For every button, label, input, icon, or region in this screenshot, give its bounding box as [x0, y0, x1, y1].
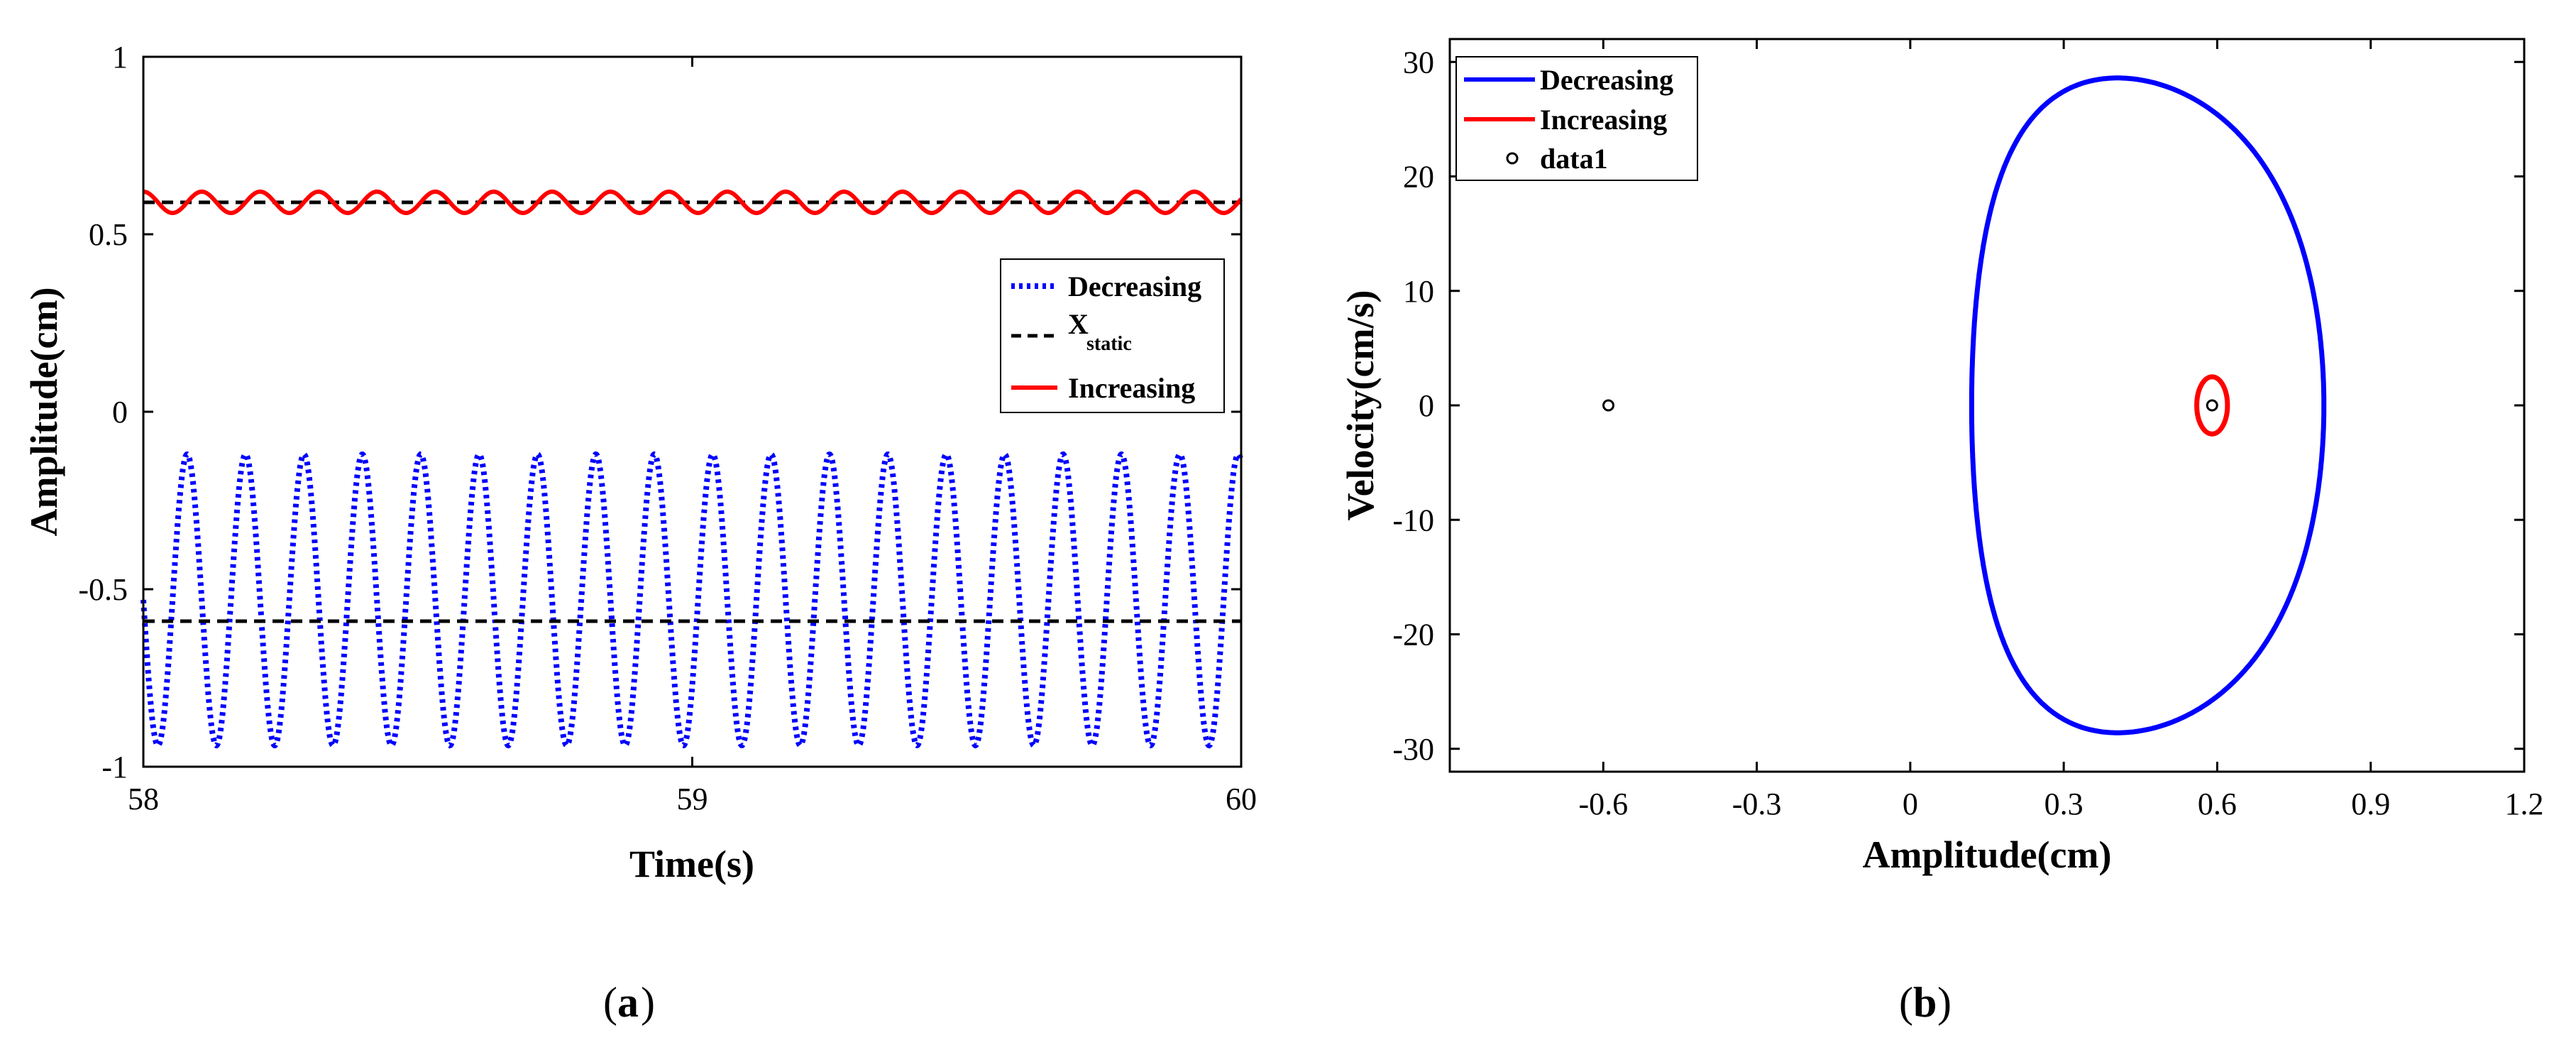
- caption-b-open: (: [1899, 979, 1913, 1026]
- panel-b-ylabel: Velocity(cm/s): [1339, 290, 1382, 521]
- panel-a-xlabel: Time(s): [629, 843, 754, 885]
- legend-label-x-static: X: [1068, 308, 1089, 340]
- panel-b-xtick-label: 1.2: [2505, 787, 2544, 821]
- panel-a-ylabel: Amplitude(cm): [23, 288, 65, 537]
- panel-b-ytick-label: 30: [1403, 45, 1434, 80]
- panel-a: 58 59 60-1-0.500.51 Time(s) Amplitude(cm) …: [23, 40, 1257, 885]
- panel-a-ticks: 58 59 60 -1 -0.5 0 0.5 1: [78, 40, 1257, 816]
- legend-label-x-static-subscript: static: [1086, 333, 1132, 355]
- panel-a-series-increasing: [143, 190, 1243, 215]
- legend-label-data1: data1: [1540, 143, 1608, 175]
- panel-a-ytick-label: 1: [112, 40, 128, 75]
- panel-b-ytick-label: -20: [1392, 618, 1434, 652]
- panel-b-point-data1: [1602, 399, 1614, 412]
- panel-a-xtick-label: 60: [1226, 782, 1257, 816]
- panel-b-ytick-label: 0: [1419, 388, 1434, 423]
- panel-a-ytick-label: -0.5: [78, 572, 128, 607]
- panel-a-ytick-label: 0.5: [89, 217, 128, 252]
- caption-a-close: ): [641, 979, 655, 1026]
- panel-a-caption: ( a ): [603, 979, 655, 1026]
- panel-a-ytick-label: 0: [112, 395, 128, 430]
- panel-b-xlabel: Amplitude(cm): [1863, 833, 2112, 876]
- legend-swatch-data1: [1506, 152, 1519, 165]
- panel-b-legend: Decreasing Increasing data1: [1455, 56, 1698, 181]
- legend-label-decreasing: Decreasing: [1068, 270, 1201, 302]
- panel-a-series: [141, 190, 1244, 749]
- panel-b-series: [1602, 75, 2327, 735]
- panel-b-series-increasing: [2194, 374, 2230, 437]
- panel-b-xtick-label: 0.3: [2044, 787, 2084, 821]
- panel-b-caption: ( b ): [1899, 979, 1952, 1026]
- panel-b-series-decreasing: [1969, 75, 2327, 735]
- caption-b-close: ): [1937, 979, 1952, 1026]
- panel-b-xtick-label: -0.6: [1578, 787, 1628, 821]
- legend-label-increasing-b: Increasing: [1540, 104, 1667, 136]
- legend-label-increasing: Increasing: [1068, 372, 1195, 404]
- panel-b-ticks: -0.6 -0.3 0 0.3 0.6 0.9 1.2 -30 -20 -10 0 10 20 30: [1392, 39, 2544, 821]
- panel-b-xtick-label: -0.3: [1732, 787, 1782, 821]
- caption-b-letter: b: [1913, 979, 1937, 1026]
- caption-a-open: (: [603, 979, 617, 1026]
- panel-b-ytick-label: -30: [1392, 732, 1434, 767]
- panel-b-xtick-label: 0.9: [2351, 787, 2390, 821]
- panel-b-xtick-label: 0: [1903, 787, 1918, 821]
- panel-b: -0.6 -0.3 0 0.3 0.6 0.9 1.2 -30 -20 -10 0 10 20 30 Am…: [1339, 38, 2544, 876]
- panel-b-ytick-label: 10: [1403, 274, 1434, 309]
- panel-b-ytick-label: -10: [1392, 503, 1434, 537]
- panel-a-ytick-label: -1: [101, 750, 128, 784]
- legend-label-decreasing-b: Decreasing: [1540, 64, 1673, 96]
- panel-a-xtick-label: 59: [677, 782, 708, 816]
- panel-a-xtick-label: 58: [128, 782, 159, 816]
- panel-b-point-data1: [2206, 399, 2218, 412]
- panel-b-ytick-label: 20: [1403, 160, 1434, 195]
- panel-a-legend: Decreasing X static Increasing: [1000, 258, 1225, 413]
- panel-b-xtick-label: 0.6: [2198, 787, 2237, 821]
- caption-a-letter: a: [617, 979, 639, 1026]
